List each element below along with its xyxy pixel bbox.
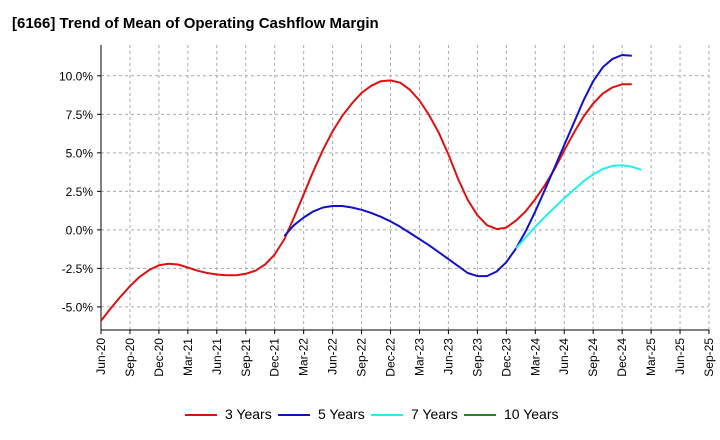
y-tick-label: -5.0% — [62, 300, 94, 314]
legend-swatch — [371, 414, 403, 416]
legend: 3 Years 5 Years 7 Years 10 Years — [0, 404, 720, 426]
x-tick-label: Mar-25 — [644, 338, 658, 376]
series-line-3-years — [100, 79, 632, 322]
x-tick-label: Mar-21 — [181, 338, 195, 376]
x-tick-label: Jun-24 — [557, 338, 571, 375]
legend-swatch — [185, 414, 217, 416]
y-tick-label: 7.5% — [66, 108, 94, 122]
x-tick-label: Mar-24 — [528, 338, 542, 376]
axes — [97, 45, 710, 334]
x-tick-label: Mar-22 — [297, 338, 311, 376]
x-tick-label: Sep-22 — [355, 338, 369, 377]
grid-lines — [100, 45, 710, 330]
x-tick-label: Dec-23 — [499, 338, 513, 377]
x-tick-label: Dec-21 — [268, 338, 282, 377]
legend-label: 7 Years — [411, 406, 458, 422]
x-tick-label: Sep-25 — [702, 338, 716, 377]
x-tick-label: Sep-23 — [470, 338, 484, 377]
tick-labels: 10.0% 7.5% 5.0% 2.5% 0.0% -2.5% -5.0% Jun-20 Sep… — [59, 69, 716, 376]
y-tick-label: 5.0% — [66, 146, 94, 160]
chart-title: [6166] Trend of Mean of Operating Cashfl… — [12, 15, 379, 32]
legend-label: 3 Years — [225, 406, 272, 422]
legend-label: 5 Years — [318, 406, 365, 422]
y-tick-label: -2.5% — [62, 262, 94, 276]
legend-swatch — [278, 414, 310, 416]
x-tick-label: Sep-24 — [586, 338, 600, 377]
series-line-7-years — [515, 164, 642, 250]
x-tick-label: Jun-21 — [210, 338, 224, 375]
series-lines — [100, 54, 642, 322]
x-tick-label: Dec-22 — [384, 338, 398, 377]
x-tick-label: Dec-20 — [152, 338, 166, 377]
x-tick-label: Dec-24 — [615, 338, 629, 377]
y-tick-label: 0.0% — [66, 223, 94, 237]
legend-swatch — [464, 414, 496, 416]
y-tick-label: 10.0% — [59, 69, 93, 83]
y-tick-label: 2.5% — [66, 185, 94, 199]
series-line-5-years — [283, 54, 632, 278]
x-tick-label: Jun-20 — [94, 338, 108, 375]
legend-label: 10 Years — [504, 406, 559, 422]
x-tick-label: Sep-21 — [239, 338, 253, 377]
x-tick-label: Jun-22 — [326, 338, 340, 375]
x-tick-label: Sep-20 — [123, 338, 137, 377]
x-tick-label: Mar-23 — [412, 338, 426, 376]
x-tick-label: Jun-23 — [441, 338, 455, 375]
x-tick-label: Jun-25 — [673, 338, 687, 375]
